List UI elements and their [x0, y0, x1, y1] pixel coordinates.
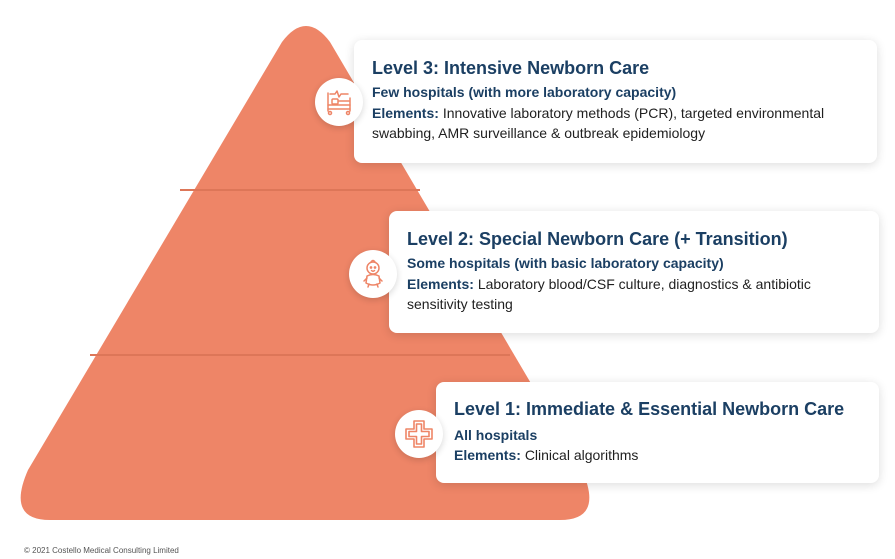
- level-1-elements-text: Clinical algorithms: [524, 447, 639, 463]
- level-2-elements-label: Elements:: [407, 276, 474, 292]
- level-2-elements: Elements: Laboratory blood/CSF culture, …: [407, 274, 867, 314]
- medical-cross-icon: [405, 420, 433, 448]
- level-2-icon-badge: [349, 250, 397, 298]
- tier-separator-lower: [90, 354, 510, 356]
- level-1-elements: Elements: Clinical algorithms: [454, 445, 864, 465]
- copyright-notice: © 2021 Costello Medical Consulting Limit…: [24, 546, 179, 555]
- level-1-subtitle: All hospitals: [454, 427, 538, 443]
- tier-separator-upper: [180, 189, 420, 191]
- level-2-card: Level 2: Special Newborn Care (+ Transit…: [389, 211, 879, 333]
- hospital-bed-icon: [327, 90, 351, 116]
- level-3-elements-text: Innovative laboratory methods (PCR), tar…: [372, 105, 825, 141]
- level-3-subtitle: Few hospitals (with more laboratory capa…: [372, 84, 677, 100]
- level-2-subtitle: Some hospitals (with basic laboratory ca…: [407, 255, 724, 271]
- level-1-title: Level 1: Immediate & Essential Newborn C…: [454, 399, 845, 419]
- level-1-card: Level 1: Immediate & Essential Newborn C…: [436, 382, 879, 483]
- baby-icon: [363, 259, 383, 288]
- level-1-icon-badge: [395, 410, 443, 458]
- level-3-elements: Elements: Innovative laboratory methods …: [372, 103, 867, 143]
- level-2-elements-text: Laboratory blood/CSF culture, diagnostic…: [407, 276, 811, 312]
- level-3-elements-label: Elements:: [372, 105, 439, 121]
- level-3-icon-badge: [315, 78, 363, 126]
- level-3-card: Level 3: Intensive Newborn Care Few hosp…: [354, 40, 877, 163]
- level-3-title: Level 3: Intensive Newborn Care: [372, 58, 650, 78]
- level-1-elements-label: Elements:: [454, 447, 521, 463]
- level-2-title: Level 2: Special Newborn Care (+ Transit…: [407, 229, 788, 249]
